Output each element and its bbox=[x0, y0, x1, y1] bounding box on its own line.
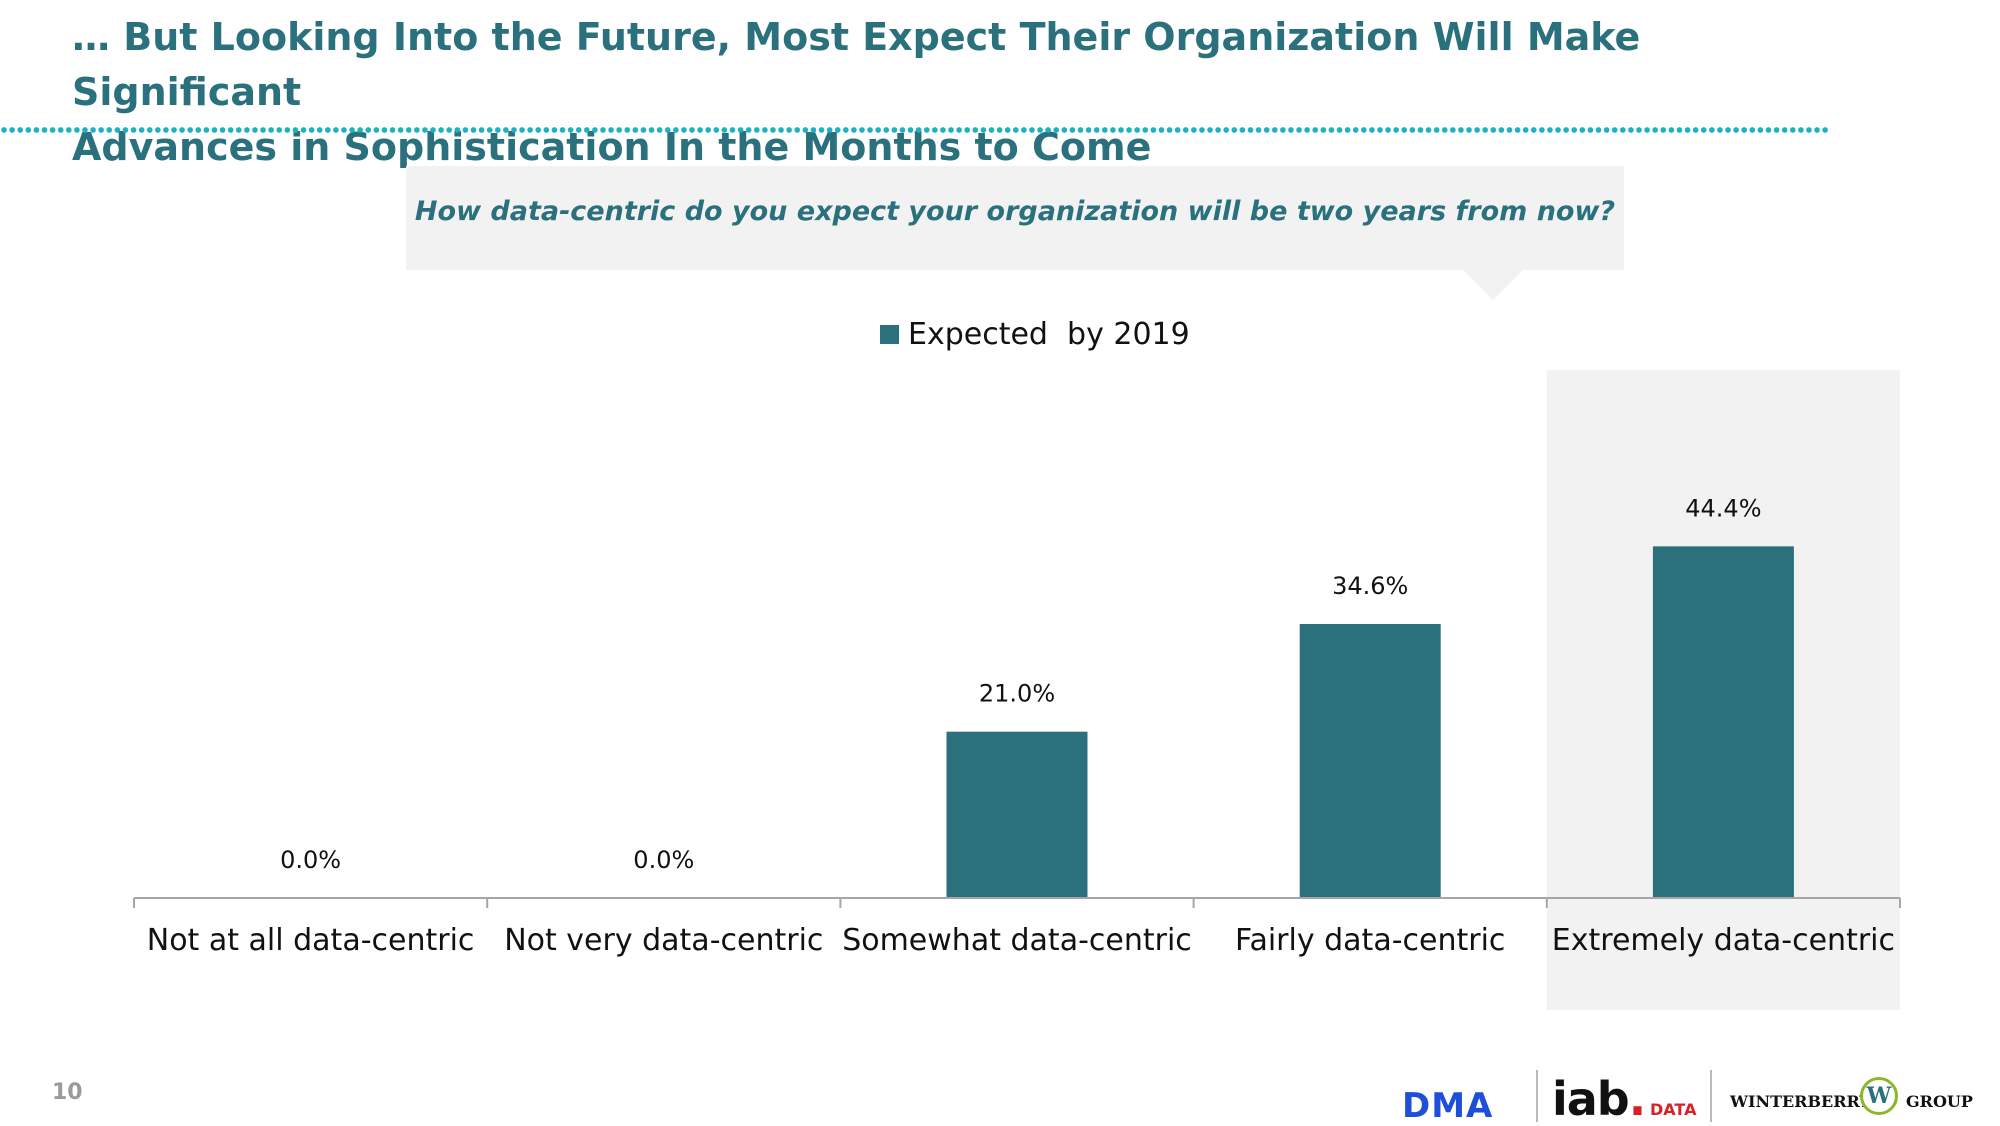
group-label: GROUP bbox=[1906, 1092, 1973, 1111]
question-callout: How data-centric do you expect your orga… bbox=[406, 166, 1624, 270]
title-line-1: … But Looking Into the Future, Most Expe… bbox=[72, 15, 1641, 114]
callout-pointer bbox=[1463, 270, 1523, 300]
data-label: 44.4% bbox=[1685, 494, 1761, 522]
bar bbox=[1299, 623, 1441, 898]
chart-legend: Expected by 2019 bbox=[880, 314, 1190, 354]
category-label: Fairly data-centric bbox=[1235, 923, 1505, 958]
legend-swatch bbox=[880, 324, 899, 344]
data-label: 0.0% bbox=[633, 846, 694, 874]
winterberry-label: WINTERBERRY bbox=[1730, 1092, 1871, 1111]
iab-logo-text: iab bbox=[1552, 1072, 1630, 1126]
bar-chart: 0.0% Not at all data-centric 0.0% Not very … bbox=[133, 370, 1901, 1010]
legend-label: Expected by 2019 bbox=[908, 316, 1190, 352]
winterberry-w-icon: W bbox=[1860, 1077, 1898, 1115]
iab-data-label: DATA bbox=[1650, 1100, 1697, 1119]
category-label: Not at all data-centric bbox=[147, 923, 475, 958]
data-label: 34.6% bbox=[1332, 572, 1408, 600]
dma-logo: DMA bbox=[1402, 1086, 1494, 1126]
iab-logo: iab. bbox=[1552, 1072, 1646, 1126]
dotted-divider bbox=[0, 126, 1830, 134]
question-text: How data-centric do you expect your orga… bbox=[414, 196, 1616, 227]
page-number: 10 bbox=[52, 1080, 83, 1105]
bar bbox=[1652, 546, 1794, 898]
footer-logos: DMA iab. DATA WINTERBERRY W GROUP bbox=[1400, 1064, 1980, 1126]
logo-divider bbox=[1710, 1070, 1712, 1122]
bar bbox=[946, 731, 1088, 898]
data-label: 21.0% bbox=[979, 680, 1055, 708]
logo-divider bbox=[1536, 1070, 1538, 1122]
category-label: Not very data-centric bbox=[504, 923, 823, 958]
category-label: Somewhat data-centric bbox=[842, 923, 1192, 958]
category-label: Extremely data-centric bbox=[1552, 923, 1895, 958]
data-label: 0.0% bbox=[280, 846, 341, 874]
